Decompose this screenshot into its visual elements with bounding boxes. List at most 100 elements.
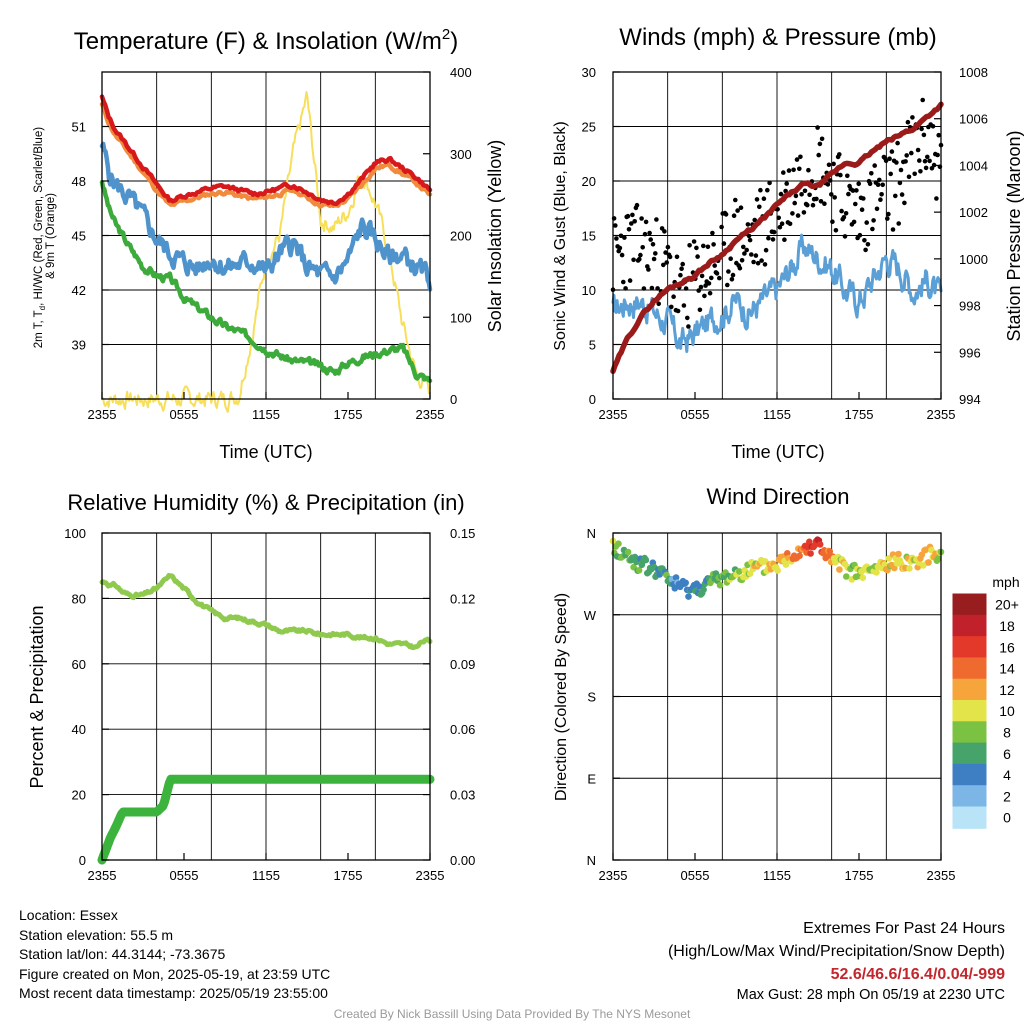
direction-point [935,555,942,562]
y-tick-label-right: 0.12 [450,591,475,606]
gust-point [935,152,940,158]
gust-point [729,277,735,282]
x-tick-label: 0555 [681,407,710,422]
y-tick-label-left: W [584,608,597,623]
gust-point [786,168,792,173]
gust-point [837,152,842,157]
gust-point [733,197,738,203]
gust-point [921,132,927,138]
gust-point [641,286,647,291]
gust-point [714,271,720,276]
x-tick-label: 2355 [599,868,628,883]
gust-point [663,250,668,255]
gust-point [912,171,917,177]
gust-point [649,285,655,291]
y-tick-label-right: 1006 [959,112,988,127]
gust-point [845,173,850,179]
gust-point [747,237,753,243]
gust-point [639,216,644,221]
temp-series [99,91,433,413]
gust-point [850,188,856,193]
speed-colorbar: 20+ 18 16 14 12 10 8 6 4 2 0 [952,593,1019,829]
colorbar-box [952,742,987,765]
y-tick-label-right: 0 [450,392,457,407]
y-tick-label-right: 0.00 [450,853,475,868]
gust-point [787,221,793,227]
gust-point [781,170,786,175]
direction-point [816,541,824,548]
gust-point [930,124,936,129]
gust-point [685,315,690,321]
gust-point [638,252,643,258]
gust-point [702,293,707,299]
gust-point [905,119,911,125]
y-tick-label-right: 400 [450,65,472,80]
colorbar-label: 20+ [995,597,1019,613]
temperature-panel: 2355 0555 1155 1755 2355 39 42 45 48 51 0 100 200 300… [33,26,505,462]
colorbar-label: 12 [999,682,1015,698]
y-tick-label-left: 80 [72,591,86,606]
gust-point [706,281,712,286]
extremes-values: 52.6/46.6/16.4/0.04/-999 [830,966,1005,983]
gust-point [778,191,784,197]
gust-point [680,261,685,267]
colorbar-label: 2 [1003,788,1011,804]
gust-point [897,180,903,186]
gust-point [805,202,810,208]
winds-panel: 2355 0555 1155 1755 235505101520253099499699… [552,24,1024,462]
gust-point [686,324,691,329]
gust-point [895,140,900,146]
gust-point [871,218,876,223]
gust-point [679,266,684,272]
gust-point [763,247,769,253]
gust-point [634,202,640,208]
colorbar-box [952,614,987,638]
gust-point [665,244,671,250]
y-tick-label-right: 0.06 [450,722,475,737]
direction-point [685,593,692,600]
gust-point [874,206,880,212]
x-tick-label: 2355 [88,868,117,883]
gust-point [792,200,797,206]
y-tick-label-left: 60 [72,657,86,672]
gust-point [709,275,714,281]
gust-point [888,171,893,177]
gust-point [619,252,625,258]
gust-point [667,254,673,260]
y-tick-label-left: 51 [72,120,86,135]
direction-point [635,567,643,574]
gust-point [650,242,656,247]
temp-ticks: 2355 0555 1155 1755 2355 39 42 45 48 51 0 100 200 300… [72,65,472,422]
x-tick-label: 0555 [170,407,199,422]
gust-point [791,167,796,173]
x-tick-label: 2355 [416,868,445,883]
gust-point [842,234,848,239]
gust-point [861,196,866,201]
gust-point [745,222,751,227]
gust-point [691,239,697,244]
gust-point [872,163,877,168]
direction-point [925,559,932,566]
gust-point [767,180,772,186]
humidity-panel: 2355 0555 1155 1755 23550204060801000.000.03… [27,490,475,883]
gust-point [694,245,699,251]
y-tick-label-left: 30 [582,65,596,80]
direction-point [859,574,867,581]
figure-created: Figure created on Mon, 2025-05-19, at 23… [19,965,331,982]
x-tick-label: 2355 [599,407,628,422]
y-tick-label-left: N [587,526,596,541]
gust-point [827,178,833,183]
gust-point [859,207,865,212]
gust-point [730,272,736,278]
gust-point [717,275,722,281]
gust-point [681,303,687,308]
y-tick-label-left: S [587,690,596,705]
y-tick-label-right: 0.09 [450,657,475,672]
gust-point [701,243,706,249]
gust-point [705,244,711,250]
gust-point [771,229,777,235]
colorbar-box [952,700,987,723]
gust-point [816,152,821,158]
gust-point [627,278,633,283]
